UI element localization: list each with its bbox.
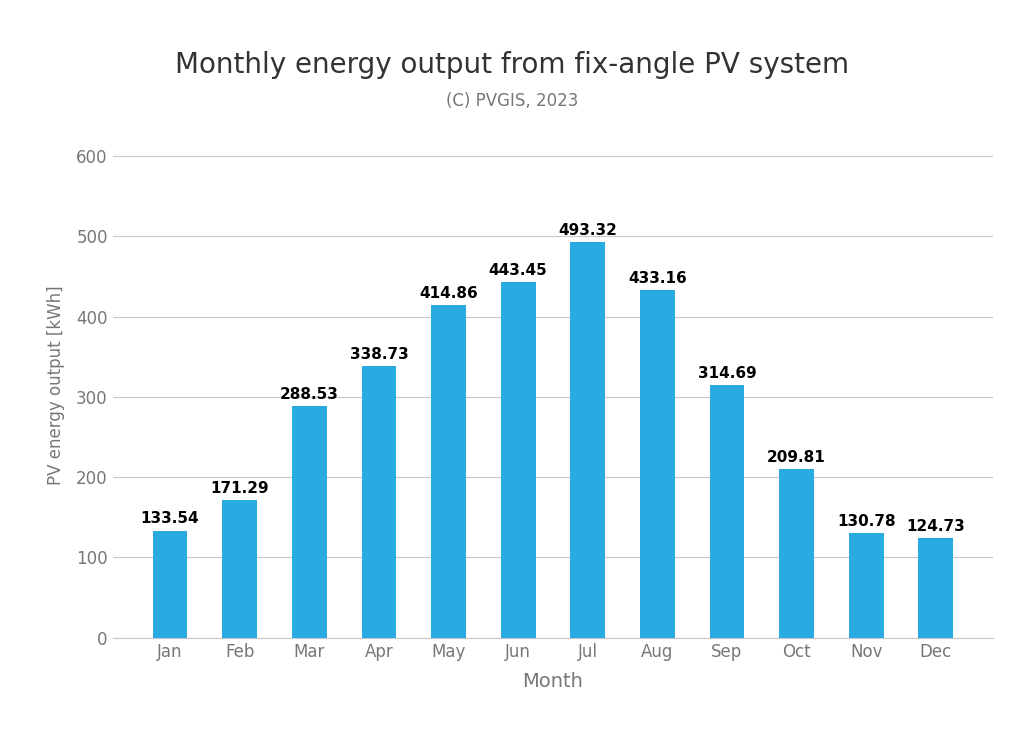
Text: 288.53: 288.53 — [280, 387, 339, 402]
Text: 130.78: 130.78 — [837, 514, 896, 528]
Y-axis label: PV energy output [kWh]: PV energy output [kWh] — [47, 285, 66, 485]
X-axis label: Month: Month — [522, 671, 584, 690]
Bar — [570, 242, 605, 638]
Text: 133.54: 133.54 — [140, 512, 200, 526]
Text: 493.32: 493.32 — [558, 223, 617, 237]
Text: 443.45: 443.45 — [488, 262, 548, 278]
Text: 171.29: 171.29 — [210, 481, 269, 496]
Text: 433.16: 433.16 — [628, 271, 687, 286]
Text: 314.69: 314.69 — [697, 366, 757, 381]
Bar — [501, 281, 536, 638]
Bar — [292, 406, 327, 638]
Bar — [640, 290, 675, 638]
Bar — [222, 500, 257, 638]
Bar — [361, 366, 396, 638]
Bar — [431, 305, 466, 638]
Text: 124.73: 124.73 — [906, 518, 966, 534]
Text: 414.86: 414.86 — [419, 286, 478, 301]
Bar — [919, 537, 953, 638]
Text: Monthly energy output from fix-angle PV system: Monthly energy output from fix-angle PV … — [175, 51, 849, 79]
Text: 209.81: 209.81 — [767, 450, 826, 465]
Bar — [849, 533, 884, 638]
Text: 338.73: 338.73 — [349, 347, 409, 362]
Bar — [153, 531, 187, 638]
Bar — [710, 385, 744, 638]
Bar — [779, 469, 814, 638]
Text: (C) PVGIS, 2023: (C) PVGIS, 2023 — [445, 92, 579, 110]
